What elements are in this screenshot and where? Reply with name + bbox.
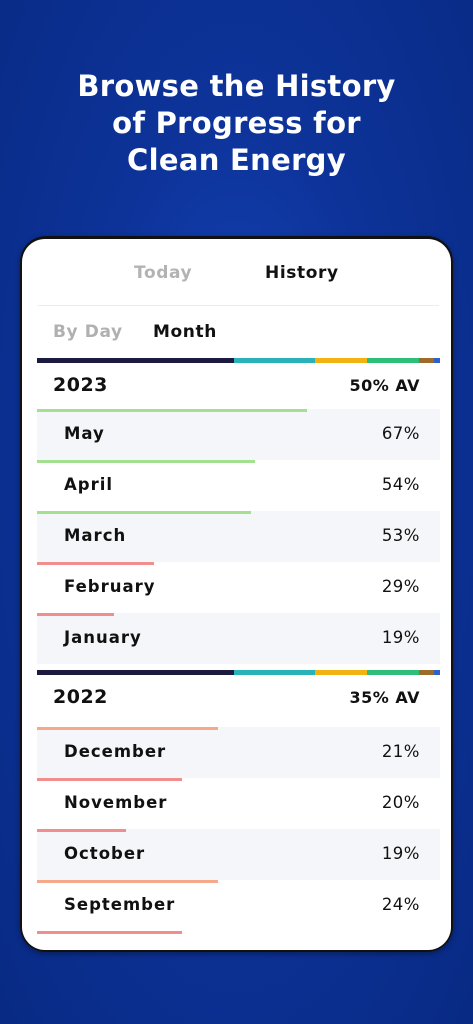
year-label: 2022 bbox=[53, 686, 108, 708]
energy-mix-segment bbox=[419, 670, 435, 675]
energy-mix-segment bbox=[315, 670, 368, 675]
month-row[interactable]: March 53% bbox=[37, 511, 440, 562]
energy-mix-bar bbox=[37, 670, 440, 675]
month-percentage: 67% bbox=[381, 424, 420, 443]
month-row[interactable]: February 29% bbox=[37, 562, 440, 613]
app-screen: Today History By Day Month 2023 50% AV May… bbox=[22, 239, 451, 950]
energy-mix-segment bbox=[434, 358, 440, 363]
month-row[interactable]: April 54% bbox=[37, 460, 440, 511]
year-label: 2023 bbox=[53, 374, 108, 396]
month-percentage: 21% bbox=[381, 742, 420, 761]
year-header: 2023 50% AV bbox=[37, 363, 440, 407]
year-average: 35% AV bbox=[349, 688, 420, 707]
month-progress-bar bbox=[37, 409, 307, 412]
energy-mix-segment bbox=[37, 670, 234, 675]
month-progress-bar bbox=[37, 511, 251, 514]
month-percentage: 54% bbox=[381, 475, 420, 494]
month-name: September bbox=[64, 895, 176, 914]
month-percentage: 29% bbox=[381, 577, 420, 596]
year-header: 2022 35% AV bbox=[37, 675, 440, 719]
month-row[interactable]: January 19% bbox=[37, 613, 440, 664]
tab-history[interactable]: History bbox=[265, 263, 339, 283]
energy-mix-bar bbox=[37, 358, 440, 363]
month-row[interactable]: May 67% bbox=[37, 409, 440, 460]
month-name: February bbox=[64, 577, 156, 596]
energy-mix-segment bbox=[37, 358, 234, 363]
year-average: 50% AV bbox=[349, 376, 420, 395]
subtab-by-day[interactable]: By Day bbox=[53, 322, 123, 342]
month-percentage: 24% bbox=[381, 895, 420, 914]
energy-mix-segment bbox=[233, 670, 316, 675]
energy-mix-segment bbox=[233, 358, 316, 363]
headline-line-3: Clean Energy bbox=[127, 143, 346, 177]
month-row[interactable]: November 20% bbox=[37, 778, 440, 829]
tab-today[interactable]: Today bbox=[134, 263, 193, 283]
tabs-divider bbox=[38, 305, 439, 306]
headline-line-1: Browse the History bbox=[77, 69, 396, 103]
month-name: March bbox=[64, 526, 127, 545]
promo-headline: Browse the History of Progress for Clean… bbox=[0, 68, 473, 179]
energy-mix-segment bbox=[419, 358, 435, 363]
month-name: April bbox=[64, 475, 114, 494]
month-name: December bbox=[64, 742, 167, 761]
energy-mix-segment bbox=[367, 670, 420, 675]
month-progress-bar bbox=[37, 778, 183, 781]
month-progress-bar bbox=[37, 931, 183, 934]
energy-mix-segment bbox=[367, 358, 420, 363]
month-progress-bar bbox=[37, 880, 219, 883]
month-name: October bbox=[64, 844, 146, 863]
month-name: January bbox=[64, 628, 142, 647]
energy-mix-segment bbox=[315, 358, 368, 363]
energy-mix-segment bbox=[434, 670, 440, 675]
month-progress-bar bbox=[37, 460, 255, 463]
month-name: May bbox=[64, 424, 105, 443]
month-percentage: 53% bbox=[381, 526, 420, 545]
month-percentage: 19% bbox=[381, 844, 420, 863]
subtab-month[interactable]: Month bbox=[153, 322, 217, 342]
month-progress-bar bbox=[37, 562, 154, 565]
month-progress-bar bbox=[37, 727, 219, 730]
month-row[interactable]: September 24% bbox=[37, 880, 440, 931]
month-progress-bar bbox=[37, 829, 126, 832]
month-row[interactable]: December 21% bbox=[37, 727, 440, 778]
month-percentage: 20% bbox=[381, 793, 420, 812]
month-row[interactable]: October 19% bbox=[37, 829, 440, 880]
month-progress-bar bbox=[37, 613, 114, 616]
headline-line-2: of Progress for bbox=[112, 106, 361, 140]
month-percentage: 19% bbox=[381, 628, 420, 647]
month-name: November bbox=[64, 793, 168, 812]
view-tabs: Today History bbox=[22, 239, 451, 305]
